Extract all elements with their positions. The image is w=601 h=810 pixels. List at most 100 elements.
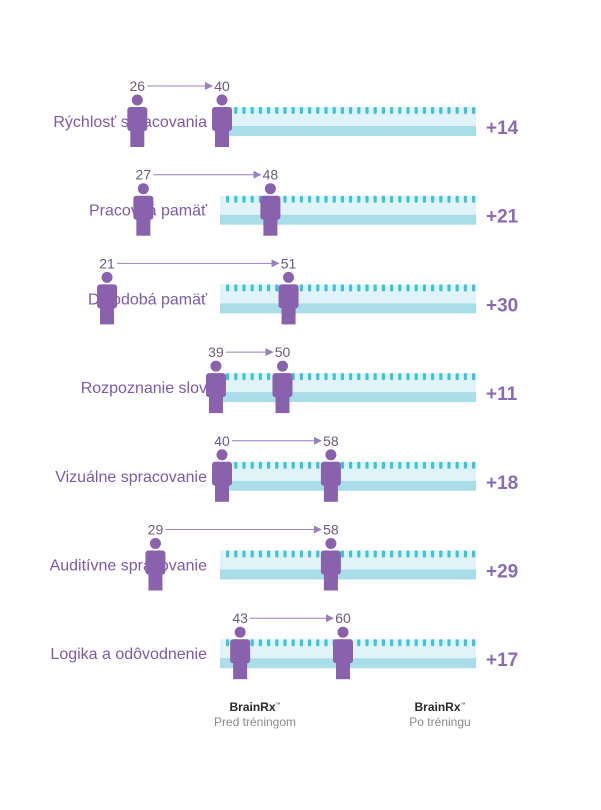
band-tick: [242, 284, 246, 292]
band-tick: [381, 195, 385, 203]
band-tick: [349, 550, 353, 558]
band-tick: [340, 373, 344, 381]
band-tick: [455, 373, 459, 381]
before-figure: [145, 538, 166, 591]
band-tick: [398, 550, 402, 558]
band-tick: [357, 550, 361, 558]
band-tick: [463, 373, 467, 381]
band-tick: [357, 373, 361, 381]
gain-label: +14: [486, 118, 519, 139]
band-tick: [258, 107, 262, 114]
band-tick: [439, 639, 443, 647]
band-tick: [422, 461, 426, 469]
band-tick: [242, 195, 246, 203]
before-value: 29: [148, 522, 164, 538]
band-tick: [234, 373, 238, 381]
band-tick: [267, 107, 271, 114]
band-tick: [398, 373, 402, 381]
band-tick: [226, 284, 230, 292]
band-tick: [340, 284, 344, 292]
after-figure-legs: [323, 573, 338, 591]
band-dark: [220, 480, 476, 491]
band-tick: [373, 373, 377, 381]
row-label: Auditívne spracovanie: [50, 558, 208, 575]
band-tick: [381, 373, 385, 381]
chart-row: Auditívne spracovanie +29 29 58: [50, 522, 518, 591]
band-tick: [299, 639, 303, 647]
before-figure-head: [234, 626, 246, 638]
band-tick: [308, 107, 312, 114]
band-tick: [226, 195, 230, 203]
band-tick: [291, 195, 295, 203]
band-tick: [447, 284, 451, 292]
band-tick: [422, 550, 426, 558]
after-value: 60: [335, 610, 351, 626]
band-dark: [220, 126, 476, 136]
after-figure: [260, 183, 281, 236]
before-figure: [133, 183, 154, 236]
before-figure-torso: [133, 195, 154, 220]
band-tick: [357, 195, 361, 203]
before-figure-legs: [215, 484, 229, 502]
band-tick: [308, 639, 312, 647]
band-tick: [406, 550, 410, 558]
band-tick: [226, 639, 230, 647]
after-value: 48: [263, 167, 279, 183]
brand-after: BrainRx™: [414, 700, 466, 714]
before-figure-head: [131, 94, 143, 106]
after-figure-head: [216, 94, 228, 106]
after-figure-legs: [263, 218, 278, 236]
band-tick: [283, 639, 287, 647]
band-tick: [447, 461, 451, 469]
after-figure-torso: [260, 195, 281, 220]
before-figure-torso: [145, 550, 166, 575]
band-tick: [242, 550, 246, 558]
band-tick: [472, 461, 476, 469]
band-tick: [316, 195, 320, 203]
before-value: 43: [232, 610, 248, 626]
band-tick: [316, 284, 320, 292]
gain-label: +21: [486, 207, 519, 228]
band-tick: [431, 639, 435, 647]
band-tick: [365, 195, 369, 203]
row-label: Logika a odôvodnenie: [50, 646, 207, 663]
after-value: 58: [323, 522, 339, 538]
band-tick: [390, 550, 394, 558]
band-tick: [299, 373, 303, 381]
band-tick: [283, 550, 287, 558]
before-figure-torso: [205, 373, 226, 398]
before-figure: [230, 626, 251, 680]
band-tick: [472, 195, 476, 203]
band-tick: [422, 373, 426, 381]
band-tick: [308, 284, 312, 292]
band-tick: [234, 284, 238, 292]
band-tick: [308, 373, 312, 381]
band-tick: [431, 550, 435, 558]
row-label: Dlhodobá pamäť: [88, 291, 208, 308]
after-figure-torso: [320, 461, 341, 486]
band-tick: [316, 461, 320, 469]
before-figure-head: [137, 183, 149, 195]
after-figure-torso: [278, 284, 299, 309]
band-dark: [220, 303, 476, 314]
band-tick: [226, 373, 230, 381]
after-figure-head: [283, 271, 295, 283]
band-tick: [472, 107, 476, 114]
band-tick: [332, 195, 336, 203]
before-figure: [127, 94, 148, 147]
band-tick: [447, 195, 451, 203]
band-tick: [258, 373, 262, 381]
band-tick: [234, 107, 238, 114]
band-tick: [422, 107, 426, 114]
before-value: 21: [99, 255, 115, 271]
after-figure-legs: [336, 662, 350, 680]
band-tick: [439, 461, 443, 469]
after-figure-head: [277, 360, 288, 372]
band-tick: [275, 639, 279, 647]
band-tick: [340, 550, 344, 558]
before-figure-legs: [208, 396, 223, 414]
before-figure-head: [210, 360, 222, 372]
band-light: [220, 373, 476, 393]
